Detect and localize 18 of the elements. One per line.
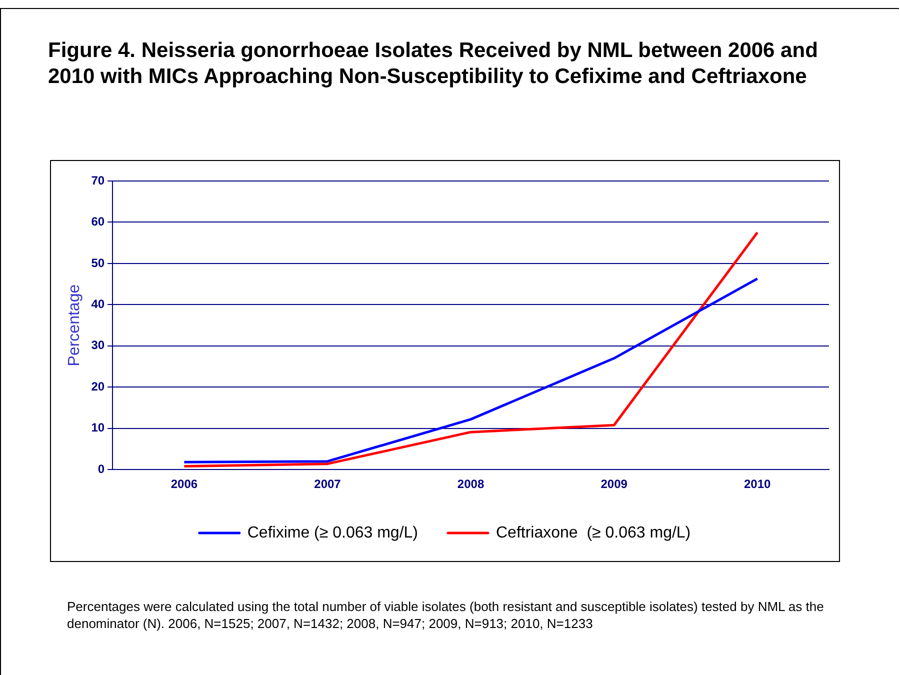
x-tick-label: 2009 [600,477,628,492]
text: Percentages were calculated using the total number of viable isolates (both resistant and susceptible isolates) tested by NML as the denominator (N). 2006, N=1525; 2007, N=1432; 2008, N=947; 2009, N=913; 2010, N=1233 [67,598,825,632]
legend-label: Cefixime (≥ 0.063 mg/L) [247,524,418,542]
y-tick-label: 40 [91,297,105,311]
x-tick-label: 2006 [170,477,198,492]
chart-title: Figure 4. Neisseria gonorrhoeae Isolates Received by NML between 2006 and 2010 with MICs Approaching Non-Susceptibility to Cefixime and Ceftriaxone [48,38,819,90]
y-tick-label: 0 [98,462,105,476]
y-axis-title: Percentage [66,284,84,366]
y-tick-label: 20 [91,379,105,394]
y-tick-label: 70 [91,173,105,188]
x-tick-label: 2007 [314,477,342,492]
y-tick-label: 30 [91,338,105,352]
y-tick-label: 60 [91,214,105,229]
y-tick-label: 10 [91,420,105,435]
y-tick-label: 50 [91,256,105,270]
x-tick-label: 2010 [744,477,772,492]
legend-label: Ceftriaxone (≥ 0.063 mg/L) [496,524,691,542]
x-tick-label: 2008 [457,477,484,492]
